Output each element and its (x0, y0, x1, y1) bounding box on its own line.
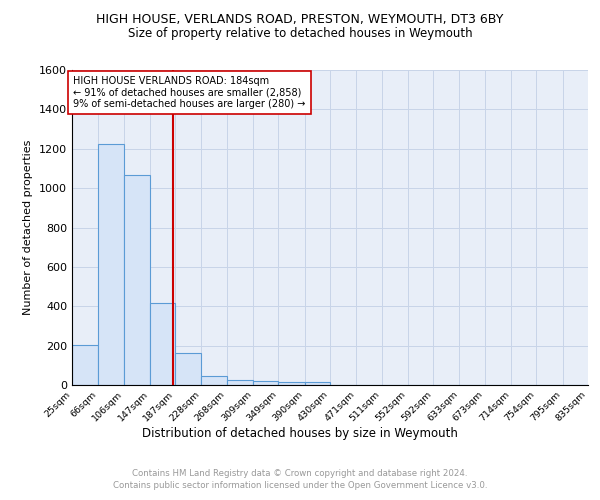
Text: HIGH HOUSE, VERLANDS ROAD, PRESTON, WEYMOUTH, DT3 6BY: HIGH HOUSE, VERLANDS ROAD, PRESTON, WEYM… (97, 12, 503, 26)
Bar (98, 144, 124, 385)
Bar (124, 176, 150, 385)
Y-axis label: Number of detached properties: Number of detached properties (23, 140, 34, 315)
Bar (175, 352, 202, 385)
Text: Distribution of detached houses by size in Weymouth: Distribution of detached houses by size … (142, 428, 458, 440)
Bar (72, 344, 98, 385)
Text: Contains HM Land Registry data © Crown copyright and database right 2024.
Contai: Contains HM Land Registry data © Crown c… (113, 468, 487, 490)
Bar (202, 376, 227, 385)
Text: HIGH HOUSE VERLANDS ROAD: 184sqm
← 91% of detached houses are smaller (2,858)
9%: HIGH HOUSE VERLANDS ROAD: 184sqm ← 91% o… (73, 76, 305, 109)
Bar (305, 382, 330, 385)
Text: Size of property relative to detached houses in Weymouth: Size of property relative to detached ho… (128, 28, 472, 40)
Bar (150, 304, 175, 385)
Bar (278, 382, 305, 385)
Bar (227, 380, 253, 385)
Bar (253, 381, 278, 385)
